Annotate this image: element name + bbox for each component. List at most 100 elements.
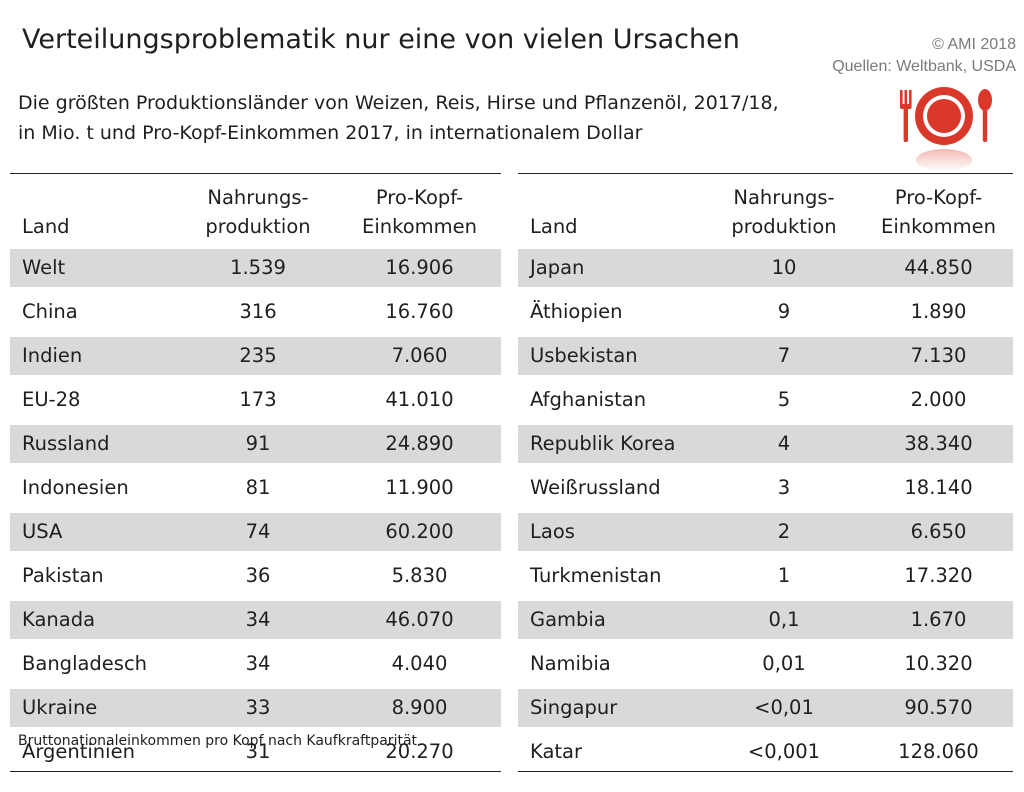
- subtitle-line-2: in Mio. t und Pro-Kopf-Einkommen 2017, i…: [18, 122, 643, 144]
- col-header-income: Pro-Kopf- Einkommen: [864, 173, 1013, 246]
- table-row: Japan 10 44.850: [518, 242, 1013, 290]
- table-row: Laos 2 6.650: [518, 506, 1013, 554]
- cell-land: Laos: [518, 506, 704, 554]
- cell-production: 9: [704, 286, 864, 334]
- footnote: Bruttonationaleinkommen pro Kopf nach Ka…: [18, 733, 418, 749]
- cell-land: Argentinien: [10, 726, 178, 772]
- cell-income: 60.200: [338, 506, 501, 554]
- cell-land: USA: [10, 506, 178, 554]
- col-header-income-line1: Pro-Kopf-: [894, 185, 983, 209]
- table-row: Namibia 0,01 10.320: [518, 638, 1013, 686]
- cell-income: 90.570: [864, 682, 1013, 730]
- table-right: Land Nahrungs- produktion Pro-Kopf- Eink…: [518, 173, 1013, 772]
- table-row: Weißrussland 3 18.140: [518, 462, 1013, 510]
- col-header-production-line2: produktion: [205, 214, 311, 238]
- col-header-production-line2: produktion: [731, 214, 837, 238]
- cell-income: 18.140: [864, 462, 1013, 510]
- cell-income: 2.000: [864, 374, 1013, 422]
- cell-production: 1.539: [178, 242, 338, 290]
- table-row: USA 74 60.200: [10, 506, 501, 554]
- table-row: Ukraine 33 8.900: [10, 682, 501, 730]
- table-row: Welt 1.539 16.906: [10, 242, 501, 290]
- cell-income: 46.070: [338, 594, 501, 642]
- source-note: © AMI 2018 Quellen: Weltbank, USDA: [832, 34, 1016, 78]
- cell-income: 24.890: [338, 418, 501, 466]
- cell-land: Namibia: [518, 638, 704, 686]
- table-row: EU-28 173 41.010: [10, 374, 501, 422]
- cell-land: Ukraine: [10, 682, 178, 730]
- cell-land: China: [10, 286, 178, 334]
- col-header-production-line1: Nahrungs-: [733, 185, 835, 209]
- cell-land: Kanada: [10, 594, 178, 642]
- table-row: Republik Korea 4 38.340: [518, 418, 1013, 466]
- cell-land: Afghanistan: [518, 374, 704, 422]
- col-header-income-line2: Einkommen: [362, 214, 477, 238]
- subtitle: Die größten Produktionsländer von Weizen…: [18, 88, 779, 148]
- table-row: Indonesien 81 11.900: [10, 462, 501, 510]
- cell-land: Turkmenistan: [518, 550, 704, 598]
- table-row: Äthiopien 9 1.890: [518, 286, 1013, 334]
- copyright-text: © AMI 2018: [932, 36, 1016, 53]
- cell-production: 10: [704, 242, 864, 290]
- cell-land: Pakistan: [10, 550, 178, 598]
- cell-income: 17.320: [864, 550, 1013, 598]
- cell-production: 0,01: [704, 638, 864, 686]
- plate-fork-spoon-icon: [900, 87, 992, 171]
- cell-production: 316: [178, 286, 338, 334]
- table-row: Afghanistan 5 2.000: [518, 374, 1013, 422]
- cell-income: 10.320: [864, 638, 1013, 686]
- cell-production: 0,1: [704, 594, 864, 642]
- table-row: Usbekistan 7 7.130: [518, 330, 1013, 378]
- col-header-income-line2: Einkommen: [881, 214, 996, 238]
- cell-income: 7.060: [338, 330, 501, 378]
- cell-production: <0,01: [704, 682, 864, 730]
- cell-production: 2: [704, 506, 864, 554]
- col-header-production: Nahrungs- produktion: [704, 173, 864, 246]
- col-header-income-line1: Pro-Kopf-: [375, 185, 464, 209]
- cell-income: 11.900: [338, 462, 501, 510]
- table-header-row: Land Nahrungs- produktion Pro-Kopf- Eink…: [10, 173, 501, 246]
- cell-income: 38.340: [864, 418, 1013, 466]
- table-row: Gambia 0,1 1.670: [518, 594, 1013, 642]
- table-left: Land Nahrungs- produktion Pro-Kopf- Eink…: [10, 173, 501, 772]
- cell-land: Äthiopien: [518, 286, 704, 334]
- cell-land: Indien: [10, 330, 178, 378]
- table-row: Bangladesch 34 4.040: [10, 638, 501, 686]
- cell-land: Indonesien: [10, 462, 178, 510]
- cell-production: 31: [178, 726, 338, 772]
- table-row: Russland 91 24.890: [10, 418, 501, 466]
- col-header-land: Land: [10, 173, 178, 246]
- cell-income: 20.270: [338, 726, 501, 772]
- cell-production: 33: [178, 682, 338, 730]
- col-header-production: Nahrungs- produktion: [178, 173, 338, 246]
- cell-land: Katar: [518, 726, 704, 772]
- table-row: China 316 16.760: [10, 286, 501, 334]
- cell-land: Welt: [10, 242, 178, 290]
- cell-production: 7: [704, 330, 864, 378]
- col-header-income: Pro-Kopf- Einkommen: [338, 173, 501, 246]
- table-row: Turkmenistan 1 17.320: [518, 550, 1013, 598]
- cell-income: 16.760: [338, 286, 501, 334]
- cell-production: 235: [178, 330, 338, 378]
- col-header-land: Land: [518, 173, 704, 246]
- cell-income: 5.830: [338, 550, 501, 598]
- cell-land: Bangladesch: [10, 638, 178, 686]
- cell-land: Usbekistan: [518, 330, 704, 378]
- cell-production: 34: [178, 594, 338, 642]
- cell-production: 173: [178, 374, 338, 422]
- table-header-row: Land Nahrungs- produktion Pro-Kopf- Eink…: [518, 173, 1013, 246]
- cell-income: 128.060: [864, 726, 1013, 772]
- cell-income: 8.900: [338, 682, 501, 730]
- cell-production: 74: [178, 506, 338, 554]
- cell-land: Weißrussland: [518, 462, 704, 510]
- cell-production: 5: [704, 374, 864, 422]
- cell-income: 4.040: [338, 638, 501, 686]
- cell-production: 4: [704, 418, 864, 466]
- table-row: Argentinien 31 20.270: [10, 726, 501, 772]
- table-row: Katar <0,001 128.060: [518, 726, 1013, 772]
- cell-land: Russland: [10, 418, 178, 466]
- cell-income: 7.130: [864, 330, 1013, 378]
- table-row: Kanada 34 46.070: [10, 594, 501, 642]
- cell-production: 36: [178, 550, 338, 598]
- cell-land: Singapur: [518, 682, 704, 730]
